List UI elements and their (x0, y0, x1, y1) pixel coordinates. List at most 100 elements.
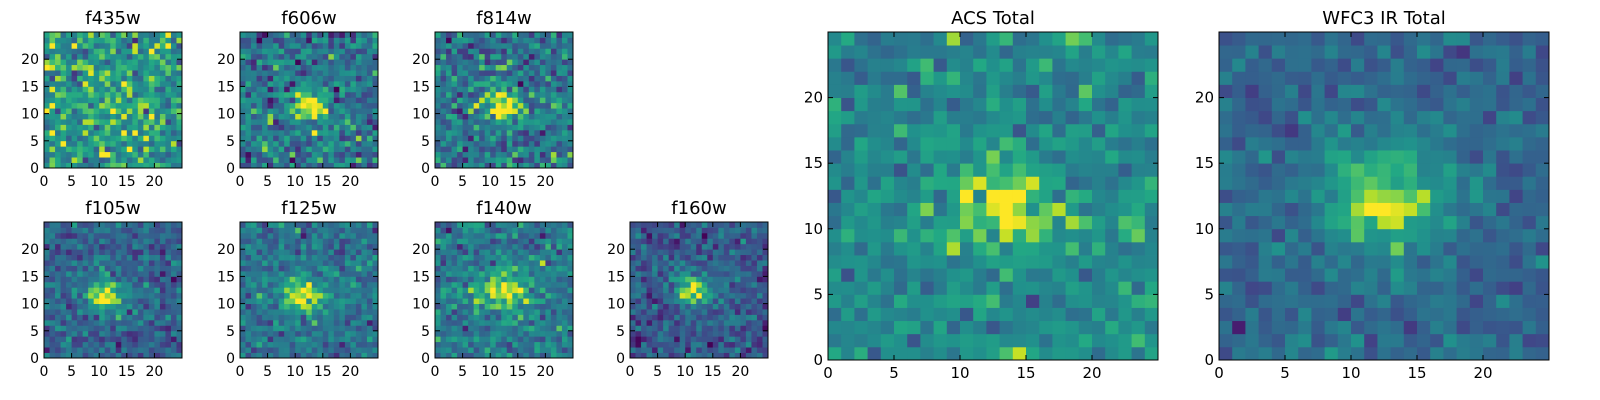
heatmap-cell (267, 298, 274, 304)
heatmap-cell (567, 32, 574, 38)
heatmap-cell (550, 243, 557, 250)
heatmap-cell (523, 227, 530, 234)
heatmap-cell (550, 265, 557, 272)
heatmap-cell (501, 91, 508, 98)
heatmap-cell (278, 309, 285, 315)
heatmap-cell (707, 309, 714, 315)
heatmap-cell (641, 292, 647, 299)
heatmap-cell (273, 249, 280, 256)
heatmap-cell (322, 243, 329, 250)
heatmap-cell (121, 352, 128, 359)
heatmap-cell (567, 42, 574, 49)
heatmap-cell (99, 352, 106, 359)
heatmap-cell (284, 119, 291, 125)
heatmap-cell (712, 314, 719, 321)
heatmap-cell (960, 241, 974, 256)
heatmap-cell (372, 102, 379, 109)
heatmap-cell (104, 341, 111, 348)
heatmap-cell (355, 330, 362, 337)
heatmap-cell (446, 243, 452, 250)
heatmap-cell (446, 238, 452, 245)
heatmap-cell (176, 70, 183, 76)
heatmap-cell (501, 108, 508, 114)
heatmap-cell (121, 102, 128, 109)
heatmap-cell (920, 268, 934, 282)
heatmap-cell (657, 325, 664, 332)
heatmap-cell (350, 42, 357, 49)
heatmap-cell (333, 298, 340, 304)
heatmap-cell (60, 53, 67, 60)
axes-frame (629, 221, 769, 359)
heatmap-cell (295, 232, 302, 239)
heatmap-cell (55, 325, 61, 332)
heatmap-cell (159, 287, 166, 294)
heatmap-cell (567, 336, 574, 343)
heatmap-cell (366, 292, 373, 299)
heatmap-cell (256, 162, 263, 169)
heatmap-cell (82, 108, 89, 114)
heatmap-cell (262, 249, 268, 256)
heatmap-cell (99, 319, 106, 326)
heatmap-cell (148, 75, 155, 82)
heatmap-cell (132, 146, 139, 153)
heatmap-cell (745, 276, 752, 283)
heatmap-cell (317, 347, 324, 353)
heatmap-cell (170, 64, 177, 71)
heatmap-cell (933, 215, 948, 230)
heatmap-cell (121, 287, 128, 294)
heatmap-cell (262, 140, 268, 147)
heatmap-cell (77, 270, 84, 277)
heatmap-cell (446, 341, 452, 348)
heatmap-cell (1118, 176, 1132, 190)
heatmap-cell (284, 292, 291, 299)
heatmap-cell (289, 347, 296, 353)
heatmap-cell (60, 119, 67, 125)
heatmap-cell (523, 102, 530, 109)
heatmap-cell (295, 32, 302, 38)
heatmap-cell (121, 238, 128, 245)
heatmap-cell (828, 176, 842, 190)
heatmap-cell (317, 70, 324, 76)
heatmap-cell (154, 135, 161, 142)
heatmap-cell (545, 265, 552, 272)
heatmap-cell (479, 124, 486, 131)
heatmap-cell (712, 238, 719, 245)
heatmap-cell (674, 341, 681, 348)
heatmap-cell (295, 113, 302, 120)
heatmap-cell (468, 319, 475, 326)
heatmap-cell (867, 228, 882, 243)
heatmap-cell (71, 347, 78, 353)
heatmap-cell (104, 336, 111, 343)
heatmap-cell (484, 124, 491, 131)
heatmap-cell (495, 325, 502, 332)
heatmap-cell (734, 270, 741, 277)
heatmap-cell (88, 162, 95, 169)
heatmap-cell (148, 140, 155, 147)
heatmap-cell (262, 53, 268, 60)
heatmap-cell (256, 249, 263, 256)
heatmap-cell (71, 32, 78, 38)
heatmap-cell (339, 42, 346, 49)
heatmap-cell (289, 314, 296, 321)
heatmap-cell (999, 189, 1014, 203)
heatmap-cell (284, 227, 291, 234)
heatmap-cell (1144, 176, 1159, 190)
heatmap-cell (148, 32, 155, 38)
heatmap-cell (284, 124, 291, 131)
heatmap-cell (451, 232, 458, 239)
heatmap-cell (435, 336, 441, 343)
heatmap-cell (372, 157, 379, 163)
axes-frame (434, 31, 574, 169)
heatmap-cell (528, 146, 535, 153)
heatmap-cell (762, 325, 769, 332)
heatmap-cell (545, 254, 552, 261)
heatmap-cell (154, 91, 161, 98)
heatmap-cell (517, 157, 524, 163)
heatmap-cell (115, 102, 122, 109)
heatmap-cell (440, 276, 447, 283)
heatmap-cell (561, 270, 568, 277)
heatmap-cell (355, 146, 362, 153)
heatmap-cell (344, 146, 351, 153)
heatmap-cell (1144, 202, 1159, 217)
